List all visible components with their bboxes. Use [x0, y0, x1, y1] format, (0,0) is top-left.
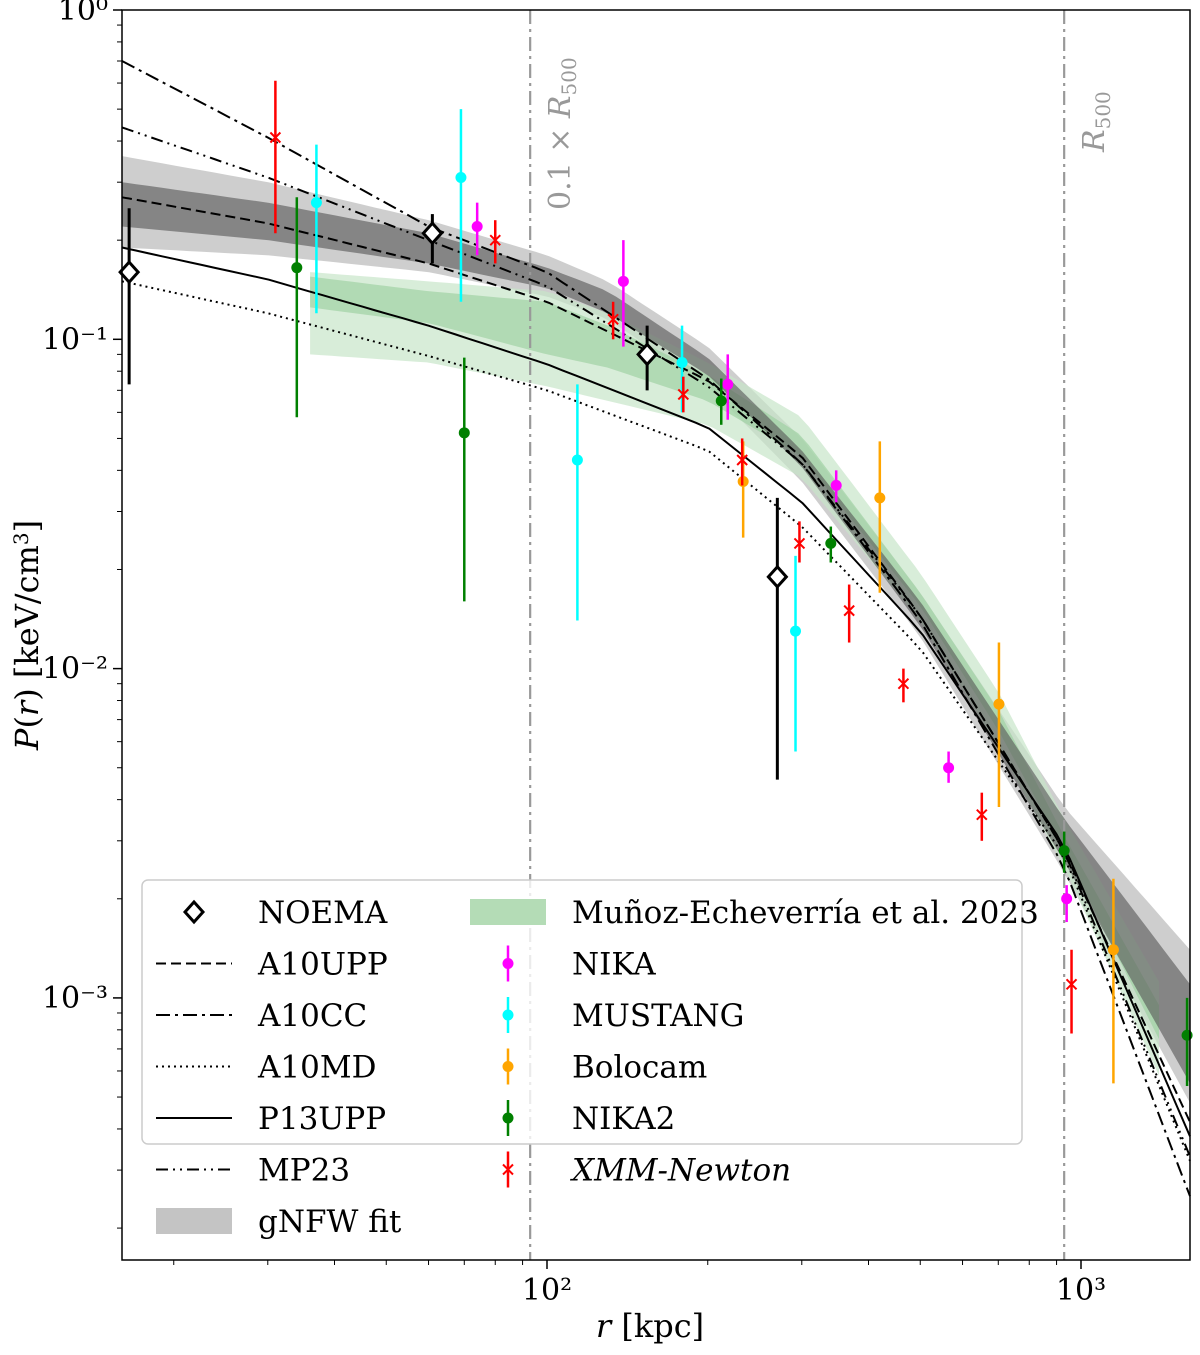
mustang-point-2 — [571, 454, 583, 466]
legend-box — [141, 879, 1023, 1145]
bolocam-point-1 — [874, 492, 886, 504]
legend-label-p13upp: P13UPP — [258, 1101, 386, 1137]
legend-label-noema: NOEMA — [258, 895, 388, 931]
legend-label-mu-oz-echeverr-a-et-al-2023: Muñoz-Echeverría et al. 2023 — [572, 895, 1039, 931]
legend-swatch-bolocam — [502, 1061, 514, 1072]
nika2-point-5 — [1181, 1029, 1193, 1041]
data-points — [118, 80, 1193, 1087]
mustang-point-0 — [310, 197, 322, 209]
noema-point-3 — [766, 564, 789, 590]
legend-label-nika2: NIKA2 — [572, 1101, 675, 1137]
xmm-newton-point-4 — [736, 454, 748, 466]
nika-point-2 — [722, 378, 734, 390]
xmm-newton-point-5 — [793, 537, 806, 550]
legend-label-a10upp: A10UPP — [257, 947, 388, 983]
mustang-point-1 — [455, 171, 467, 183]
mustang-point-4 — [790, 625, 802, 637]
vline-label-r500: R500 — [1077, 91, 1115, 153]
nika-point-4 — [943, 762, 955, 774]
legend-label-gnfw-fit: gNFW fit — [258, 1204, 402, 1240]
legend: NOEMA A10UPP A10CC A10MD P13UPP MP23 gNFW fit M… — [141, 879, 1039, 1240]
nika-point-1 — [617, 275, 629, 287]
y-tick-label-2: 10⁻² — [42, 652, 108, 687]
vline-label-0.1-r500: 0.1 × R500 — [543, 57, 581, 210]
bolocam-point-3 — [1107, 944, 1119, 956]
xmm-newton-point-8 — [976, 809, 988, 821]
nika2-point-4 — [1058, 845, 1070, 857]
nika-point-5 — [1061, 893, 1073, 905]
nika2-point-3 — [825, 537, 837, 549]
legend-swatch-mustang — [502, 1009, 514, 1021]
nika2-point-1 — [458, 427, 470, 439]
xmm-newton-point-2 — [607, 313, 619, 326]
munoz-band-outer — [310, 272, 1160, 1076]
xmm-newton-point-0 — [269, 131, 282, 144]
legend-swatch-noema — [182, 899, 206, 925]
legend-label-a10cc: A10CC — [257, 998, 367, 1034]
noema-point-1 — [421, 220, 444, 246]
y-tick-label-3: 10⁻³ — [42, 981, 108, 1016]
model-line-a10md — [121, 280, 1191, 1162]
y-axis-label: P(r) [keV/cm3] — [8, 520, 46, 751]
mustang-point-3 — [676, 357, 688, 369]
y-tick-label-1: 10⁻¹ — [42, 322, 108, 357]
xmm-newton-point-9 — [1065, 978, 1078, 990]
xmm-newton-point-7 — [897, 677, 910, 690]
bolocam-point-2 — [993, 698, 1005, 710]
legend-label-nika: NIKA — [572, 947, 656, 983]
legend-swatch-xmm-newton — [502, 1163, 514, 1176]
nika-point-0 — [471, 221, 483, 233]
nika2-point-0 — [291, 262, 303, 274]
plot-frame — [121, 9, 1191, 1261]
x-axis-label: r [kpc] — [596, 1307, 704, 1345]
x-tick-label-0: 10² — [522, 1273, 572, 1308]
xmm-newton-point-3 — [677, 388, 690, 401]
legend-swatch-gnfw-fit — [156, 1208, 232, 1234]
model-line-p13upp — [121, 246, 1191, 1137]
model-line-a10cc — [121, 60, 1191, 1197]
noema-point-0 — [118, 259, 141, 285]
axis-ticks: 10² 10³ 10⁰ 10⁻¹ 10⁻² 10⁻³ — [42, 0, 1106, 1308]
legend-label-a10md: A10MD — [257, 1050, 376, 1086]
nika2-point-2 — [715, 395, 727, 407]
legend-label-xmm-newton: XMM-Newton — [570, 1153, 791, 1189]
xmm-newton-point-6 — [843, 604, 855, 617]
legend-swatch-mu-oz-echeverr-a-et-al-2023 — [470, 899, 546, 925]
legend-label-mp23: MP23 — [258, 1153, 350, 1189]
xmm-newton-point-1 — [489, 234, 501, 246]
legend-swatch-nika2 — [502, 1112, 514, 1124]
x-tick-label-1: 10³ — [1056, 1273, 1106, 1308]
legend-label-bolocam: Bolocam — [572, 1050, 707, 1086]
reference-lines — [529, 10, 1066, 1260]
noema-point-2 — [636, 342, 659, 367]
legend-swatch-nika — [502, 958, 514, 969]
legend-label-mustang: MUSTANG — [572, 998, 744, 1034]
nika-point-3 — [830, 479, 842, 491]
y-tick-label-0: 10⁰ — [58, 0, 108, 28]
